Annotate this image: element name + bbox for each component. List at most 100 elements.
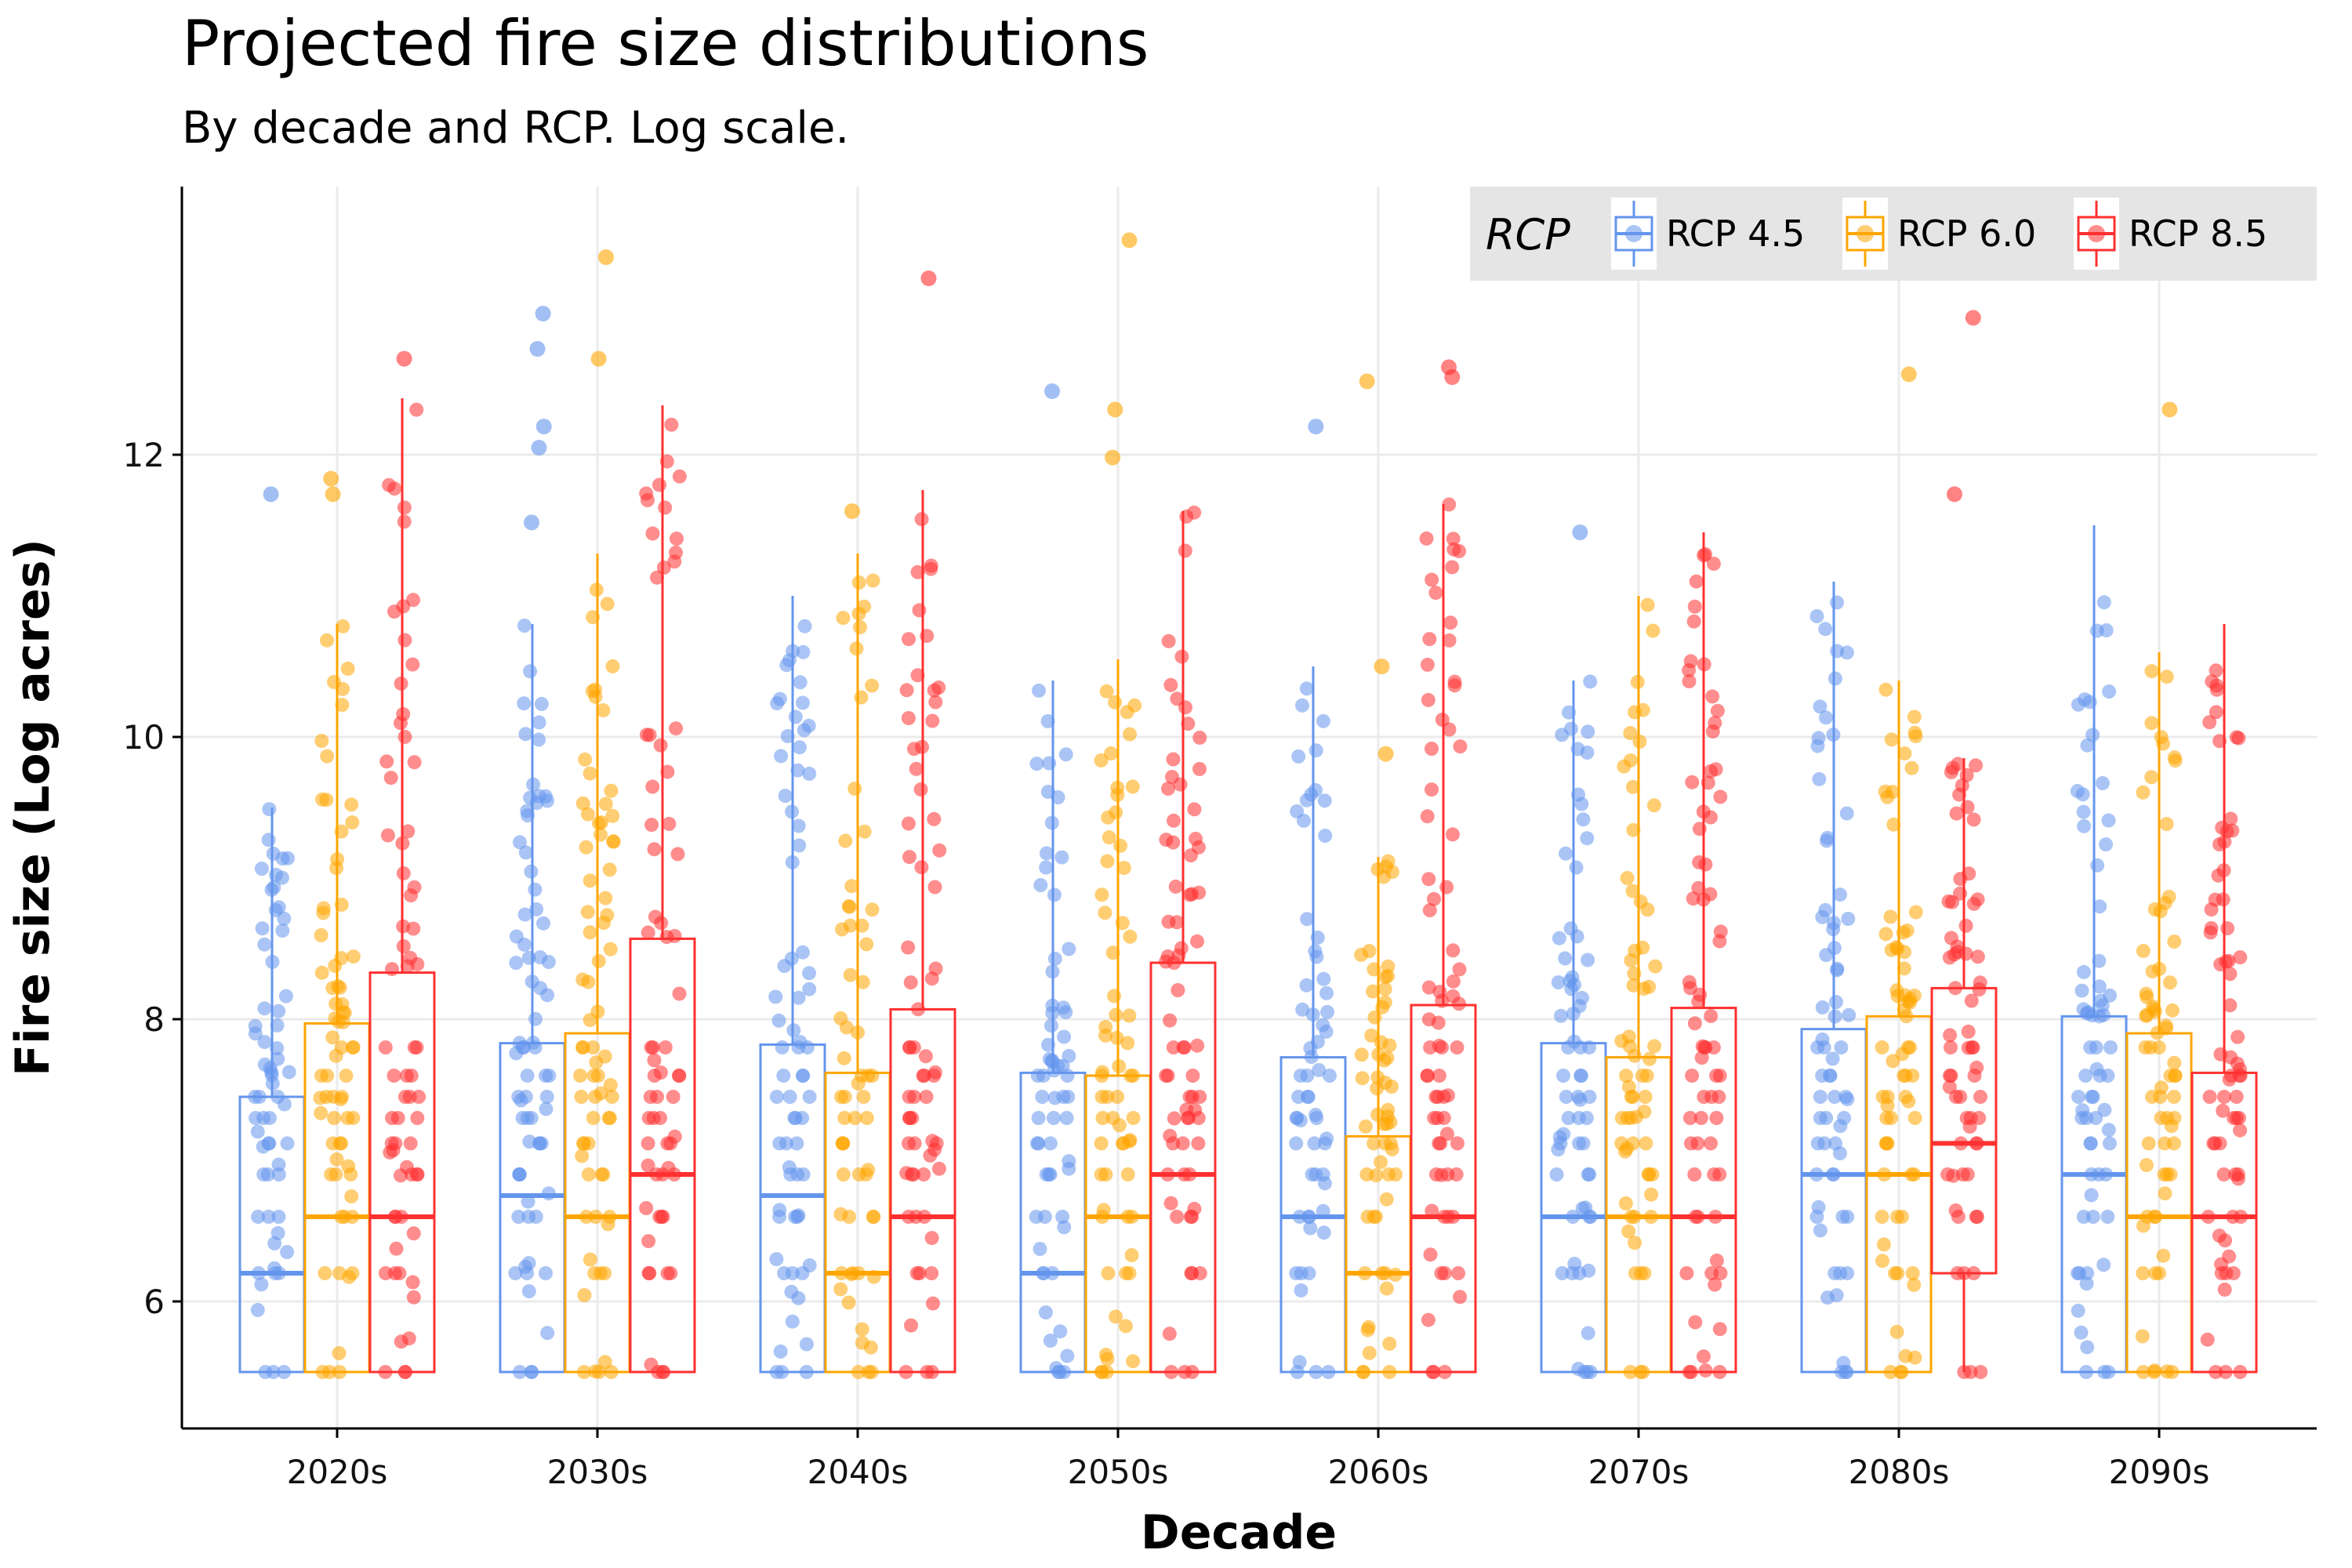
jitter-point — [581, 1136, 596, 1151]
jitter-point — [517, 696, 532, 711]
jitter-point — [1380, 1109, 1395, 1123]
jitter-point — [2165, 1003, 2180, 1018]
jitter-point — [346, 1040, 361, 1054]
jitter-point — [1293, 1113, 1308, 1127]
jitter-point — [1628, 1236, 1642, 1250]
outlier-point — [263, 486, 279, 503]
jitter-point — [2075, 1103, 2090, 1118]
jitter-point — [1385, 1142, 1399, 1156]
jitter-point — [924, 1231, 939, 1246]
jitter-point — [250, 1124, 265, 1139]
y-tick-label: 6 — [143, 1283, 165, 1321]
jitter-point — [2217, 1090, 2231, 1104]
jitter-point — [1966, 812, 1981, 827]
jitter-point — [517, 619, 532, 633]
jitter-point — [345, 815, 360, 829]
jitter-point — [1704, 1136, 1718, 1151]
jitter-point — [597, 1266, 612, 1280]
jitter-point — [1422, 632, 1437, 647]
jitter-point — [916, 1167, 931, 1181]
jitter-point — [596, 1167, 611, 1181]
jitter-point — [575, 1149, 590, 1163]
outlier-point — [1900, 366, 1917, 383]
jitter-point — [580, 905, 595, 920]
jitter-point — [1682, 662, 1697, 677]
jitter-point — [1161, 781, 1175, 796]
jitter-point — [1646, 798, 1661, 813]
jitter-point — [278, 989, 293, 1004]
jitter-point — [1686, 891, 1700, 906]
jitter-point — [2083, 1040, 2098, 1054]
jitter-point — [672, 986, 687, 1001]
jitter-point — [1161, 633, 1176, 648]
jitter-point — [1582, 1167, 1597, 1181]
jitter-point — [581, 1167, 596, 1181]
jitter-point — [1317, 1176, 1332, 1191]
jitter-point — [856, 1090, 871, 1104]
jitter-point — [1105, 946, 1120, 960]
jitter-point — [1875, 1210, 1889, 1224]
jitter-point — [866, 573, 880, 588]
jitter-point — [518, 727, 533, 742]
jitter-point — [254, 862, 269, 876]
x-tick-label: 2060s — [1328, 1453, 1429, 1491]
jitter-point — [1581, 953, 1595, 967]
jitter-point — [1441, 1088, 1455, 1103]
jitter-point — [257, 937, 272, 952]
jitter-point — [2102, 684, 2117, 699]
jitter-point — [791, 818, 806, 833]
jitter-point — [927, 1065, 942, 1080]
jitter-point — [1445, 827, 1460, 842]
jitter-point — [314, 734, 329, 748]
jitter-point — [1044, 1018, 1058, 1033]
jitter-point — [1876, 1237, 1891, 1252]
jitter-point — [2148, 1266, 2163, 1280]
jitter-point — [1812, 771, 1827, 786]
jitter-point — [1439, 880, 1454, 895]
jitter-point — [1819, 948, 1834, 963]
jitter-point — [839, 1020, 854, 1035]
jitter-point — [1818, 622, 1833, 637]
jitter-point — [660, 1266, 675, 1281]
jitter-point — [583, 925, 597, 940]
x-tick-label: 2040s — [808, 1453, 909, 1491]
jitter-point — [1889, 1324, 1904, 1339]
outlier-point — [325, 486, 341, 503]
jitter-point — [2099, 837, 2113, 852]
jitter-point — [257, 1057, 272, 1072]
jitter-point — [261, 1210, 276, 1224]
jitter-point — [1379, 1192, 1394, 1207]
jitter-point — [1192, 730, 1207, 745]
jitter-point — [1709, 1111, 1724, 1125]
jitter-point — [2233, 950, 2248, 965]
jitter-point — [539, 789, 553, 804]
jitter-point — [1040, 713, 1055, 728]
jitter-point — [2076, 804, 2091, 819]
jitter-point — [1096, 1203, 1111, 1218]
jitter-point — [1057, 1029, 1072, 1044]
jitter-point — [1192, 761, 1207, 776]
jitter-point — [902, 850, 916, 865]
jitter-point — [2200, 1332, 2215, 1347]
jitter-point — [336, 619, 350, 633]
jitter-point — [901, 711, 916, 725]
jitter-point — [320, 1069, 335, 1083]
jitter-point — [1161, 914, 1176, 929]
jitter-point — [2223, 811, 2238, 826]
jitter-point — [1190, 934, 1204, 949]
jitter-point — [1563, 921, 1578, 936]
jitter-point — [1953, 1090, 1968, 1104]
jitter-point — [2078, 692, 2092, 707]
jitter-point — [573, 1069, 588, 1083]
jitter-point — [902, 1111, 916, 1125]
jitter-point — [1297, 813, 1311, 828]
jitter-point — [396, 939, 411, 953]
jitter-point — [521, 1210, 536, 1224]
jitter-point — [2216, 1167, 2231, 1181]
jitter-point — [1434, 1167, 1449, 1182]
jitter-point — [1421, 1012, 1436, 1027]
jitter-point — [1620, 871, 1635, 885]
jitter-point — [772, 1136, 787, 1151]
jitter-point — [1094, 1136, 1109, 1151]
jitter-point — [1192, 1090, 1207, 1104]
